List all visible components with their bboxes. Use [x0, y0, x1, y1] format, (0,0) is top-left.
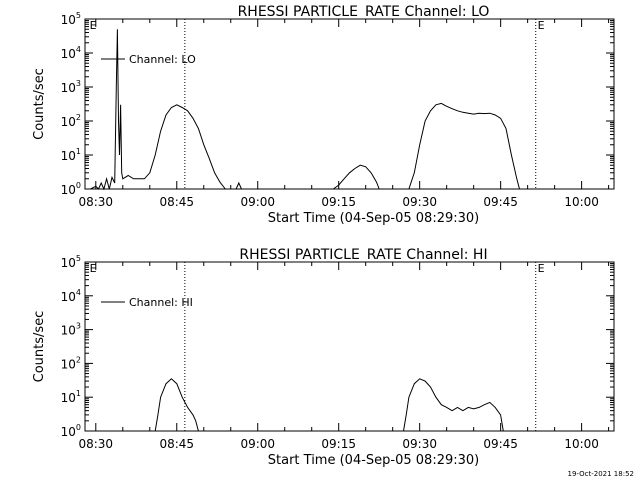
- legend-label: Channel: HI: [129, 296, 193, 309]
- legend-label: Channel: LO: [129, 53, 196, 66]
- x-tick-label: 08:30: [78, 195, 113, 209]
- y-axis-label: Counts/sec: [32, 68, 47, 140]
- x-tick-label: 10:00: [564, 437, 599, 451]
- y-tick-label: 102: [61, 355, 81, 371]
- y-tick-label: 102: [61, 113, 81, 129]
- y-tick-label: 100: [61, 423, 81, 439]
- event-marker-label: E: [538, 19, 545, 32]
- x-tick-label: 10:00: [564, 195, 599, 209]
- chart-title: RHESSI PARTICLE_RATE Channel: HI: [239, 247, 487, 263]
- y-tick-label: 103: [61, 79, 81, 95]
- y-tick-label: 103: [61, 322, 81, 338]
- chart-panel-2: RHESSI PARTICLE_RATE Channel: HI 08:30 08:…: [32, 247, 615, 468]
- x-tick-label: 09:15: [321, 437, 356, 451]
- series-line-segment: [333, 164, 380, 190]
- x-tick-label: 09:30: [402, 437, 437, 451]
- x-tick-label: 09:30: [402, 195, 437, 209]
- series-line-segment: [90, 29, 226, 191]
- y-tick-label: 105: [61, 254, 81, 270]
- y-tick-label: 100: [61, 181, 81, 197]
- x-tick-label: 08:45: [159, 195, 194, 209]
- chart-title: RHESSI PARTICLE_RATE Channel: LO: [238, 4, 490, 20]
- x-tick-label: 09:45: [483, 437, 518, 451]
- x-tick-label: 09:15: [321, 195, 356, 209]
- event-marker-label: E: [538, 262, 545, 275]
- plot-frame: [84, 261, 615, 432]
- series-line-segment: [403, 378, 504, 432]
- y-tick-label: 104: [61, 45, 81, 61]
- y-tick-label: 101: [61, 147, 81, 163]
- series-line-segment: [235, 181, 242, 190]
- y-tick-label: 101: [61, 389, 81, 405]
- chart-panel-1: RHESSI PARTICLE_RATE Channel: LO 08:30 08:…: [32, 4, 615, 226]
- event-marker-label: E: [90, 262, 97, 275]
- event-marker-label: E: [90, 19, 97, 32]
- series-line-segment: [408, 102, 520, 190]
- x-axis-label: Start Time (04-Sep-05 08:29:30): [268, 453, 479, 468]
- footer-timestamp: 19-Oct-2021 18:52: [567, 470, 634, 478]
- series-line-segment: [154, 378, 199, 432]
- x-axis-label: Start Time (04-Sep-05 08:29:30): [268, 211, 479, 226]
- x-tick-label: 09:45: [483, 195, 518, 209]
- x-tick-label: 08:30: [78, 437, 113, 451]
- y-axis-label: Counts/sec: [32, 311, 47, 383]
- y-tick-label: 104: [61, 288, 81, 304]
- x-tick-label: 08:45: [159, 437, 194, 451]
- x-tick-label: 09:00: [240, 437, 275, 451]
- plot-frame: [84, 18, 615, 190]
- x-tick-label: 09:00: [240, 195, 275, 209]
- y-tick-label: 105: [61, 11, 81, 27]
